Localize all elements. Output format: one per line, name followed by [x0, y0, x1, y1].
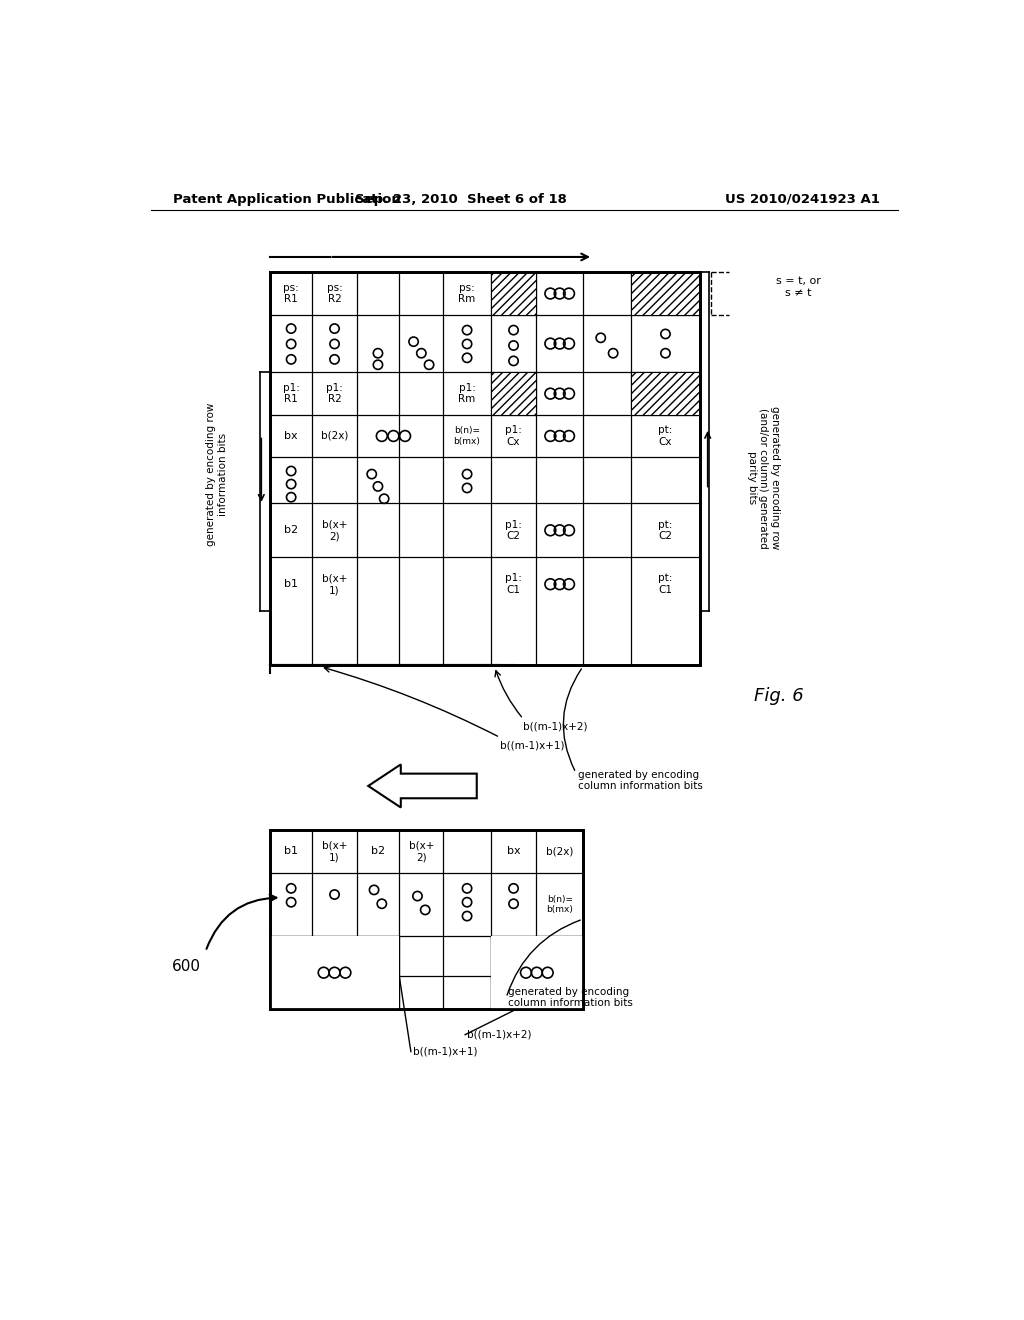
- Text: pt:
C2: pt: C2: [658, 520, 673, 541]
- Text: b((m-1)x+2): b((m-1)x+2): [467, 1030, 531, 1040]
- Text: generated by encoding row
(and/or column) generated
parity bits: generated by encoding row (and/or column…: [746, 407, 780, 549]
- Polygon shape: [369, 764, 477, 808]
- Bar: [270, 936, 399, 1010]
- Text: b((m-1)x+1): b((m-1)x+1): [414, 1047, 478, 1056]
- Text: b((m-1)x+2): b((m-1)x+2): [523, 722, 588, 731]
- Text: ps:
R2: ps: R2: [327, 282, 342, 305]
- Text: b1: b1: [284, 846, 298, 857]
- Text: b2: b2: [371, 846, 385, 857]
- Text: s = t, or
s ≠ t: s = t, or s ≠ t: [776, 276, 821, 298]
- Text: p1:
R1: p1: R1: [283, 383, 300, 404]
- Text: p1:
Rm: p1: Rm: [459, 383, 476, 404]
- Text: p1:
Cx: p1: Cx: [505, 425, 522, 446]
- Text: b(n)=
b(mx): b(n)= b(mx): [546, 895, 573, 915]
- Text: ps:
R1: ps: R1: [284, 282, 299, 305]
- Bar: [270, 272, 700, 665]
- Text: b(x+
1): b(x+ 1): [322, 573, 347, 595]
- Bar: [270, 272, 700, 665]
- Text: Patent Application Publication: Patent Application Publication: [173, 193, 400, 206]
- Text: p1:
C2: p1: C2: [505, 520, 522, 541]
- Bar: [270, 272, 700, 665]
- Text: generated by encoding row
information bits: generated by encoding row information bi…: [206, 403, 228, 545]
- Text: b(x+
2): b(x+ 2): [322, 520, 347, 541]
- Text: Sep. 23, 2010  Sheet 6 of 18: Sep. 23, 2010 Sheet 6 of 18: [355, 193, 567, 206]
- Text: US 2010/0241923 A1: US 2010/0241923 A1: [725, 193, 880, 206]
- Bar: [490, 936, 583, 1010]
- Text: Fig. 6: Fig. 6: [754, 686, 804, 705]
- Text: row/column
encoding: row/column encoding: [403, 775, 465, 797]
- Bar: [631, 272, 700, 314]
- Text: generated by encoding
column information bits: generated by encoding column information…: [508, 987, 633, 1008]
- Text: generated by encoding
column information bits: generated by encoding column information…: [578, 770, 702, 792]
- Text: b(x+
2): b(x+ 2): [409, 841, 434, 862]
- Text: b(x+
1): b(x+ 1): [322, 841, 347, 862]
- Text: b(n)=
b(mx): b(n)= b(mx): [454, 426, 480, 446]
- Text: b(2x): b(2x): [321, 432, 348, 441]
- Text: p1:
R2: p1: R2: [326, 383, 343, 404]
- Text: 600: 600: [172, 960, 201, 974]
- Text: bx: bx: [507, 846, 520, 857]
- Text: b1: b1: [284, 579, 298, 589]
- Text: p1:
C1: p1: C1: [505, 573, 522, 595]
- Bar: [631, 372, 700, 414]
- Bar: [490, 272, 537, 314]
- Text: pt:
C1: pt: C1: [658, 573, 673, 595]
- Text: bx: bx: [285, 432, 298, 441]
- Bar: [270, 830, 583, 1010]
- Bar: [490, 372, 537, 414]
- Text: b((m-1)x+1): b((m-1)x+1): [500, 741, 564, 750]
- Text: ps:
Rm: ps: Rm: [459, 282, 476, 305]
- Text: pt:
Cx: pt: Cx: [658, 425, 673, 446]
- Text: b(2x): b(2x): [546, 846, 573, 857]
- Text: b2: b2: [284, 525, 298, 536]
- Bar: [270, 830, 583, 1010]
